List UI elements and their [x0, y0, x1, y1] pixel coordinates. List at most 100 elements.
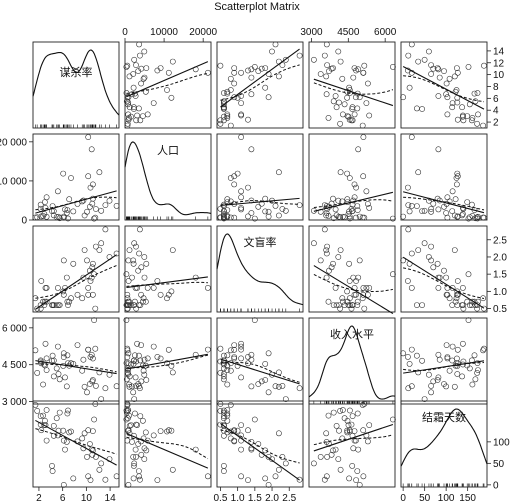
data-point	[138, 80, 144, 87]
tick-label: 12	[493, 58, 505, 69]
data-point	[90, 291, 96, 298]
data-point	[227, 214, 234, 221]
data-point	[32, 401, 39, 408]
data-point	[135, 352, 142, 359]
data-point	[231, 181, 238, 188]
data-point	[351, 437, 358, 444]
tick-label: 0	[493, 480, 499, 491]
data-point	[106, 197, 113, 204]
data-point	[238, 112, 244, 119]
data-point	[359, 122, 366, 129]
data-point	[217, 345, 224, 352]
data-point	[480, 122, 486, 129]
tick-label: 50	[493, 459, 505, 470]
smoother-curve	[313, 82, 394, 95]
regression-line	[313, 191, 394, 212]
data-point	[436, 356, 443, 363]
data-point	[125, 278, 132, 284]
data-point	[62, 206, 68, 213]
data-point	[459, 284, 466, 291]
tick-label: 10	[81, 493, 93, 501]
tick-label: 100	[438, 493, 455, 501]
data-point	[34, 369, 41, 376]
data-point	[415, 369, 422, 376]
data-point	[333, 302, 340, 308]
data-point	[310, 56, 317, 63]
data-point	[421, 207, 428, 214]
data-point	[346, 407, 353, 414]
data-point	[60, 437, 67, 444]
data-point	[224, 381, 231, 388]
data-point	[89, 264, 96, 271]
data-point	[360, 134, 367, 140]
data-point	[231, 214, 238, 221]
data-point	[217, 62, 224, 69]
data-point	[42, 362, 48, 369]
data-point	[326, 267, 332, 274]
data-point	[408, 346, 415, 353]
data-point	[275, 212, 282, 219]
data-point	[245, 353, 251, 360]
regression-line	[402, 65, 485, 110]
data-point	[217, 407, 224, 414]
data-point	[443, 210, 449, 216]
data-point	[325, 115, 332, 121]
data-point	[344, 196, 351, 203]
data-point	[56, 215, 63, 222]
data-point	[55, 343, 61, 350]
cell-frame	[32, 133, 120, 221]
data-point	[444, 111, 451, 118]
tick-label: 2	[493, 118, 499, 129]
data-point	[262, 208, 269, 215]
data-point	[81, 430, 88, 437]
data-point	[415, 169, 422, 176]
data-point	[224, 429, 231, 436]
data-point	[449, 188, 456, 195]
data-point	[321, 476, 328, 483]
data-point	[405, 385, 412, 392]
data-point	[129, 91, 135, 98]
data-point	[248, 146, 255, 153]
smoother-curve	[313, 434, 394, 446]
data-point	[332, 206, 339, 213]
data-point	[310, 240, 317, 247]
data-point	[85, 427, 92, 434]
data-point	[135, 468, 142, 474]
data-point	[89, 200, 96, 207]
data-point	[124, 122, 131, 129]
data-point	[124, 62, 131, 69]
data-point	[234, 170, 241, 177]
data-point	[444, 94, 451, 101]
data-point	[125, 101, 131, 108]
data-point	[344, 288, 350, 295]
data-point	[323, 212, 330, 219]
data-point	[65, 407, 71, 414]
data-point	[444, 354, 451, 360]
data-point	[459, 302, 465, 308]
smoother-curve	[220, 361, 300, 383]
data-point	[435, 206, 442, 213]
data-point	[324, 62, 330, 68]
data-point	[351, 428, 358, 434]
data-point	[336, 427, 342, 434]
data-point	[144, 355, 151, 362]
data-point	[154, 477, 161, 483]
data-point	[348, 305, 355, 312]
data-point	[140, 367, 147, 374]
data-point	[64, 298, 71, 305]
data-point	[404, 278, 411, 284]
data-point	[405, 226, 412, 233]
data-point	[143, 260, 150, 267]
data-point	[227, 347, 234, 354]
data-point	[353, 278, 359, 284]
data-point	[231, 342, 238, 348]
data-point	[449, 302, 456, 308]
variable-label-illiteracy: 文盲率	[244, 235, 277, 249]
data-point	[150, 284, 157, 291]
data-point	[349, 208, 356, 214]
data-point	[405, 52, 412, 59]
data-point	[279, 382, 286, 389]
cell-murder-vs-population	[123, 41, 212, 129]
data-point	[359, 214, 366, 221]
data-point	[38, 213, 45, 220]
